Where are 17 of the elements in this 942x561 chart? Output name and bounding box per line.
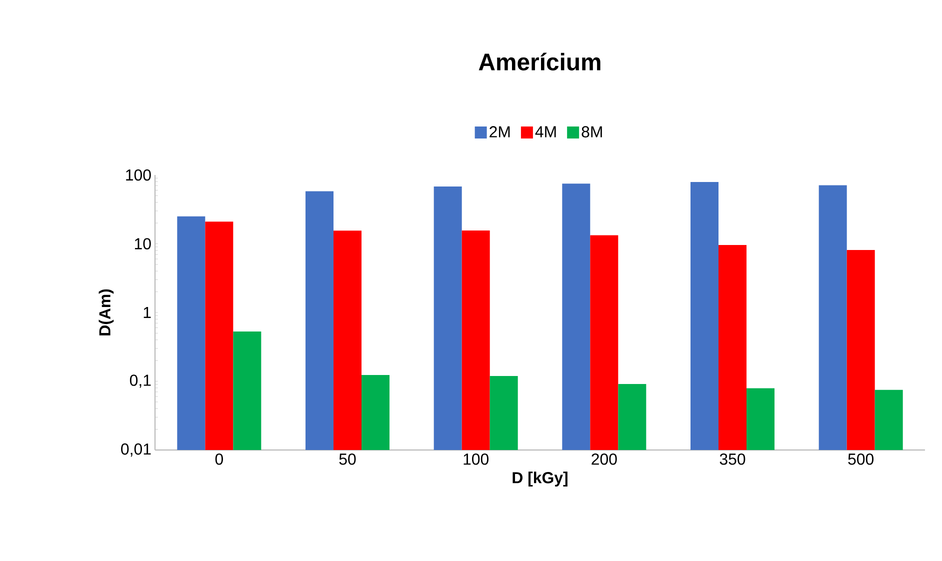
legend-label: 8M <box>582 126 602 138</box>
legend-label: 2M <box>490 126 510 138</box>
x-tick-label: 0 <box>215 454 223 465</box>
legend-label: 4M <box>535 126 556 138</box>
y-tick-label: 0,1 <box>130 374 151 388</box>
x-axis-title: D [kGy] <box>512 472 568 486</box>
y-axis-title: D(Am) <box>98 289 114 336</box>
y-tick-label: 100 <box>126 169 151 181</box>
x-tick-label: 50 <box>339 454 356 465</box>
x-tick-label: 500 <box>848 454 874 465</box>
y-tick-label: 1 <box>144 307 151 318</box>
chart-title: Amerícium <box>478 52 600 70</box>
x-tick-label: 100 <box>464 454 488 465</box>
y-tick-label: 10 <box>134 238 151 250</box>
y-tick-label: 0,01 <box>121 443 151 457</box>
x-tick-label: 350 <box>720 454 746 465</box>
x-tick-label: 200 <box>592 454 617 465</box>
